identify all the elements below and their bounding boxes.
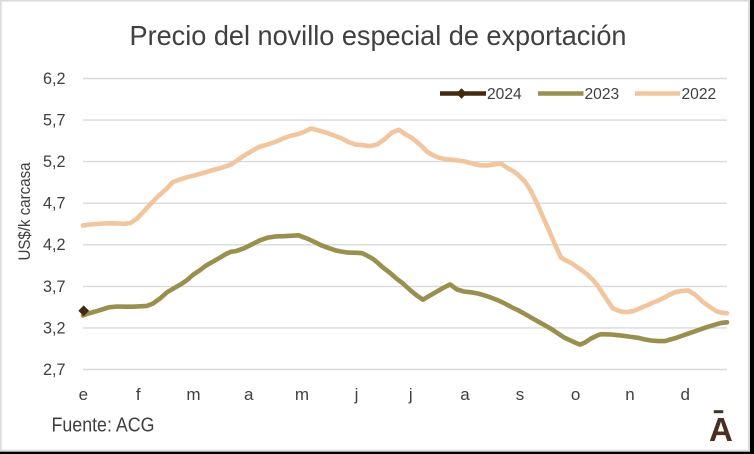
svg-text:US$/k carcasa: US$/k carcasa	[15, 162, 34, 260]
svg-text:A: A	[709, 411, 733, 448]
svg-text:5,7: 5,7	[43, 112, 66, 130]
svg-text:Fuente: ACG: Fuente: ACG	[52, 415, 155, 437]
svg-text:5,2: 5,2	[43, 153, 66, 171]
svg-text:m: m	[295, 385, 309, 404]
svg-text:3,7: 3,7	[43, 278, 66, 296]
svg-text:d: d	[680, 385, 689, 404]
svg-text:s: s	[516, 385, 525, 404]
svg-text:j: j	[354, 385, 359, 404]
svg-text:j: j	[408, 385, 413, 404]
svg-text:4,2: 4,2	[43, 236, 66, 254]
svg-text:6,2: 6,2	[43, 70, 66, 88]
svg-text:4,7: 4,7	[43, 195, 66, 213]
svg-text:n: n	[625, 385, 634, 404]
svg-text:e: e	[79, 385, 88, 404]
svg-text:o: o	[571, 385, 580, 404]
svg-text:2022: 2022	[682, 86, 717, 103]
svg-text:3,2: 3,2	[43, 319, 66, 337]
svg-text:2024: 2024	[487, 86, 522, 103]
svg-text:f: f	[136, 385, 141, 404]
svg-text:2023: 2023	[585, 86, 620, 103]
svg-text:a: a	[460, 385, 470, 404]
svg-text:2,7: 2,7	[43, 361, 66, 379]
svg-text:a: a	[244, 385, 254, 404]
svg-text:Precio del novillo especial de: Precio del novillo especial de exportaci…	[130, 20, 627, 51]
svg-text:m: m	[186, 385, 200, 404]
